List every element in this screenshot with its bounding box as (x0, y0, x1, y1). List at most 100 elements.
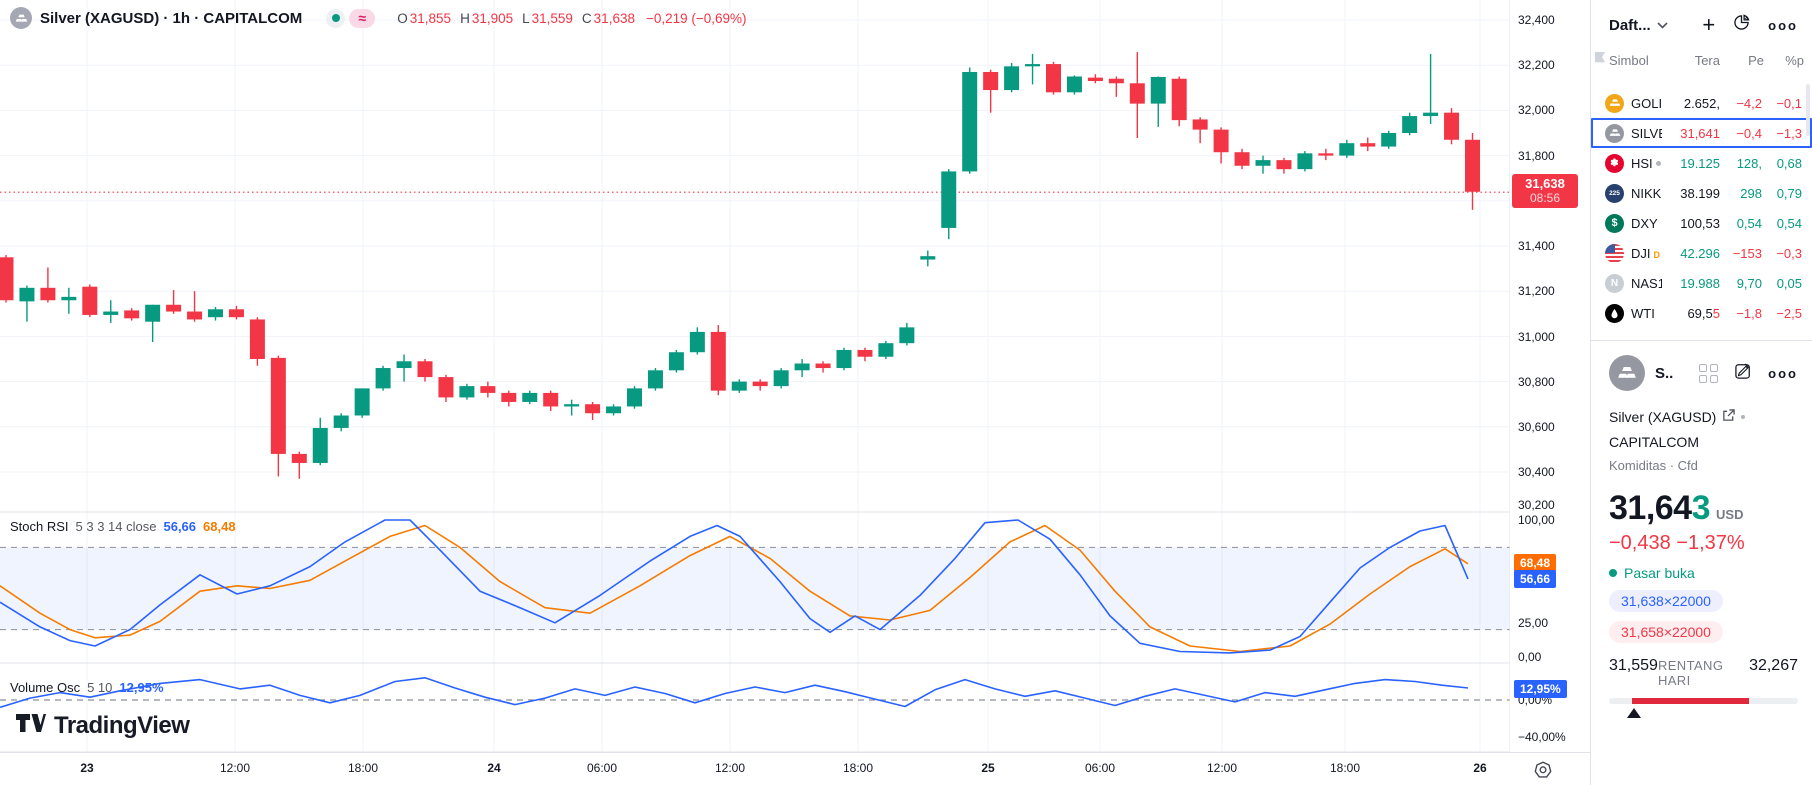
time-axis-label: 12:00 (714, 761, 746, 775)
range-marker-icon (1626, 708, 1641, 718)
row-change-pct: −0,1 (1776, 95, 1802, 111)
row-change: −0,4 (1736, 125, 1762, 141)
chart-canvas[interactable] (0, 0, 1588, 752)
range-high: 32,267 (1749, 657, 1798, 674)
watchlist-row-silve[interactable]: SILVE 31,641 −0,4 −1,3 (1591, 118, 1812, 148)
time-axis-label: 06:00 (586, 761, 618, 775)
col-last[interactable]: Tera (1694, 52, 1720, 68)
layout-grid-icon[interactable] (1699, 363, 1719, 383)
row-symbol: DJI D (1631, 245, 1660, 261)
watchlist-row-goli[interactable]: GOLI 2.652, −4,2 −0,1 (1591, 88, 1812, 118)
external-link-icon[interactable] (1722, 409, 1736, 425)
watchlist-row-wti[interactable]: WTI 69,55 −1,8 −2,5 (1591, 298, 1812, 328)
col-change[interactable]: Pe (1748, 52, 1764, 68)
ohlc-values: O 31,855 H 31,905 L 31,559 C 31,638 −0,219 (… (397, 10, 747, 26)
dot-separator (1741, 415, 1746, 419)
add-symbol-button[interactable]: + (1702, 12, 1716, 37)
symbol-full-name[interactable]: Silver (XAGUSD) (1609, 409, 1717, 425)
watchlist-title[interactable]: Daft... (1609, 16, 1651, 34)
grid-lines (0, 0, 1510, 752)
time-axis-label: 06:00 (1084, 761, 1116, 775)
stoch-rsi-legend[interactable]: Stoch RSI 5 3 3 14 close 56,66 68,48 (10, 519, 236, 534)
stoch-band (0, 547, 1510, 630)
price-axis-label: −40,00% (1518, 730, 1566, 744)
watchlist-row-dji[interactable]: DJI D 42.296 −153 −0,3 (1591, 238, 1812, 268)
range-track (1609, 698, 1798, 718)
oil-icon (1605, 303, 1624, 323)
hsi-icon: ✽ (1605, 153, 1624, 173)
us-flag-icon (1605, 243, 1624, 263)
volume-osc-line (0, 676, 1469, 709)
price-axis-label: 31,000 (1518, 330, 1555, 344)
ask-pill[interactable]: 31,658×22000 (1609, 621, 1723, 643)
price-axis-label: 30,200 (1518, 498, 1555, 512)
symbol-legend[interactable]: Silver (XAGUSD) · 1h · CAPITALCOM ≈ O 31,… (10, 7, 747, 29)
price-axis-label: 30,800 (1518, 375, 1555, 389)
time-axis-label: 23 (80, 761, 94, 775)
exchange-name[interactable]: CAPITALCOM (1609, 434, 1699, 450)
stoch-d-line (0, 524, 1469, 653)
flag-icon[interactable] (1595, 52, 1609, 68)
market-status-icon[interactable] (326, 8, 346, 28)
gold-icon (1605, 93, 1624, 113)
nikkei-icon: 225 (1605, 183, 1624, 203)
time-axis[interactable]: 23 12:00 18:00 24 06:00 12:00 18:00 25 06:00 12:0… (0, 752, 1590, 785)
axis-settings-icon[interactable] (1532, 759, 1554, 781)
stoch-k-value: 56,66 (163, 519, 197, 534)
bid-pill[interactable]: 31,638×22000 (1609, 590, 1723, 612)
dollar-icon: $ (1605, 213, 1624, 233)
indicator-value-pill: 68,48 (1514, 554, 1557, 572)
watchlist-row-nikk[interactable]: 225 NIKK 38.199 298 0,79 (1591, 178, 1812, 208)
approx-data-icon[interactable]: ≈ (349, 8, 376, 28)
stoch-d-value: 68,48 (203, 519, 236, 534)
price-axis[interactable]: 31,638 08:56 32,400 32,200 32,000 31,800 31,… (1510, 0, 1590, 752)
time-axis-label: 25 (981, 761, 995, 775)
price-axis-label: 31,800 (1518, 149, 1555, 163)
symbol-title[interactable]: Silver (XAGUSD) · 1h · CAPITALCOM (40, 9, 303, 27)
col-symbol[interactable]: Simbol (1609, 52, 1649, 68)
col-change-pct[interactable]: %p (1785, 52, 1804, 68)
day-range: 31,559 RENTANG HARI 32,267 (1609, 657, 1798, 718)
watchlist-column-headers[interactable]: Simbol Tera Pe %p (1591, 46, 1812, 78)
row-change: 0,54 (1736, 215, 1762, 231)
stoch-rsi-title: Stoch RSI (10, 519, 69, 534)
row-change: −1,8 (1736, 305, 1762, 321)
row-symbol: WTI (1631, 305, 1655, 321)
volume-osc-value: 12,95% (119, 680, 164, 695)
row-change: −153 (1732, 245, 1762, 261)
stoch-k-line (0, 519, 1469, 654)
price-axis-label: 32,400 (1518, 13, 1555, 27)
price-axis-label: 0,00 (1518, 650, 1542, 664)
tradingview-logo[interactable]: TradingView (16, 712, 190, 740)
current-price: 31,643 (1609, 489, 1711, 527)
volume-osc-legend[interactable]: Volume Osc 5 10 12,95% (10, 680, 164, 695)
indicator-value-pill: 12,95% (1514, 680, 1567, 698)
row-symbol: NIKK (1631, 185, 1662, 201)
chevron-down-icon[interactable] (1657, 21, 1668, 29)
row-change-pct: 0,05 (1776, 275, 1802, 291)
volume-osc-params: 5 10 (87, 680, 113, 695)
watchlist-row-hsi[interactable]: ✽ HSI 19.125 128, 0,68 (1591, 148, 1812, 178)
high-value: 31,905 (471, 10, 514, 26)
range-fill (1631, 698, 1749, 704)
watchlist-row-dxy[interactable]: $ DXY 100,53 0,54 0,54 (1591, 208, 1812, 238)
edit-icon[interactable] (1733, 361, 1753, 386)
price-axis-label: 100,00 (1518, 513, 1555, 527)
volume-osc-title: Volume Osc (10, 680, 81, 695)
watchlist-more-icon[interactable]: ooo (1768, 17, 1798, 33)
range-label: RENTANG HARI (1657, 658, 1724, 688)
instrument-type: Komiditas · Cfd (1609, 458, 1698, 473)
row-change-pct: −1,3 (1776, 125, 1802, 141)
time-axis-label: 18:00 (1329, 761, 1361, 775)
price-change: −0,438 −1,37% (1609, 532, 1745, 554)
row-symbol: DXY (1631, 215, 1658, 231)
row-change-pct: −2,5 (1776, 305, 1802, 321)
scrollbar[interactable] (1806, 84, 1810, 136)
watchlist-row-nas1[interactable]: N NAS1 19.988 9,70 0,05 (1591, 268, 1812, 298)
currency-label: USD (1716, 507, 1744, 522)
nasdaq-icon: N (1605, 273, 1624, 293)
symbol-more-icon[interactable]: ooo (1768, 365, 1798, 381)
watchlist-panel: Daft... + ooo Simbol Te (1590, 0, 1812, 785)
heatmap-pie-icon[interactable] (1731, 12, 1752, 38)
delayed-dot-icon (1655, 160, 1661, 166)
